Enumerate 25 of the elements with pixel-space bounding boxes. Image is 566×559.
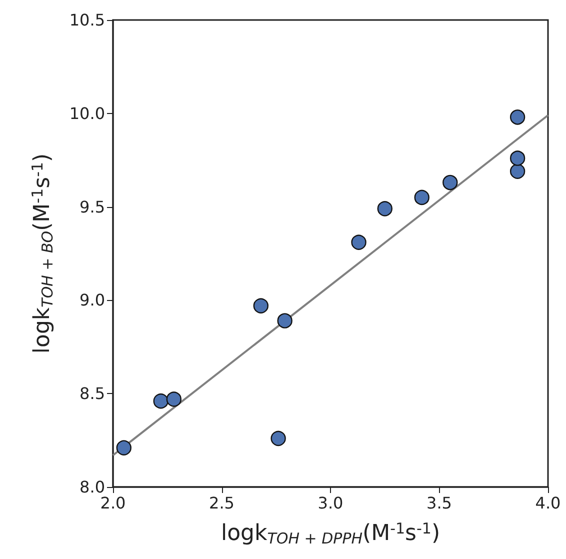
x-tick-label: 3.5 bbox=[426, 494, 452, 512]
y-tick-label: 9.5 bbox=[80, 197, 105, 216]
point bbox=[153, 393, 168, 409]
point bbox=[351, 234, 366, 250]
y-tick-label: 8.5 bbox=[80, 384, 105, 404]
x-tick-label: 2.5 bbox=[209, 494, 234, 512]
point bbox=[377, 201, 392, 216]
y-tick-label: 8.0 bbox=[80, 478, 105, 496]
x-tick-label: 4.0 bbox=[535, 494, 561, 512]
point bbox=[442, 174, 458, 190]
y-tick-label: 10.5 bbox=[69, 10, 105, 30]
y-axis-title: logkTOH + BO(M-1s-1) bbox=[28, 153, 56, 354]
x-tick-label: 3.0 bbox=[318, 494, 344, 512]
point bbox=[270, 430, 286, 446]
point bbox=[510, 164, 526, 179]
point bbox=[510, 110, 526, 125]
y-tick-label: 10.0 bbox=[69, 104, 105, 123]
point bbox=[116, 440, 132, 456]
point bbox=[277, 313, 292, 328]
x-tick-label: 2.0 bbox=[100, 494, 126, 512]
y-tick-label: 9.0 bbox=[80, 290, 105, 310]
point bbox=[166, 392, 182, 407]
point bbox=[414, 190, 430, 206]
point bbox=[510, 150, 526, 166]
point bbox=[253, 298, 268, 314]
